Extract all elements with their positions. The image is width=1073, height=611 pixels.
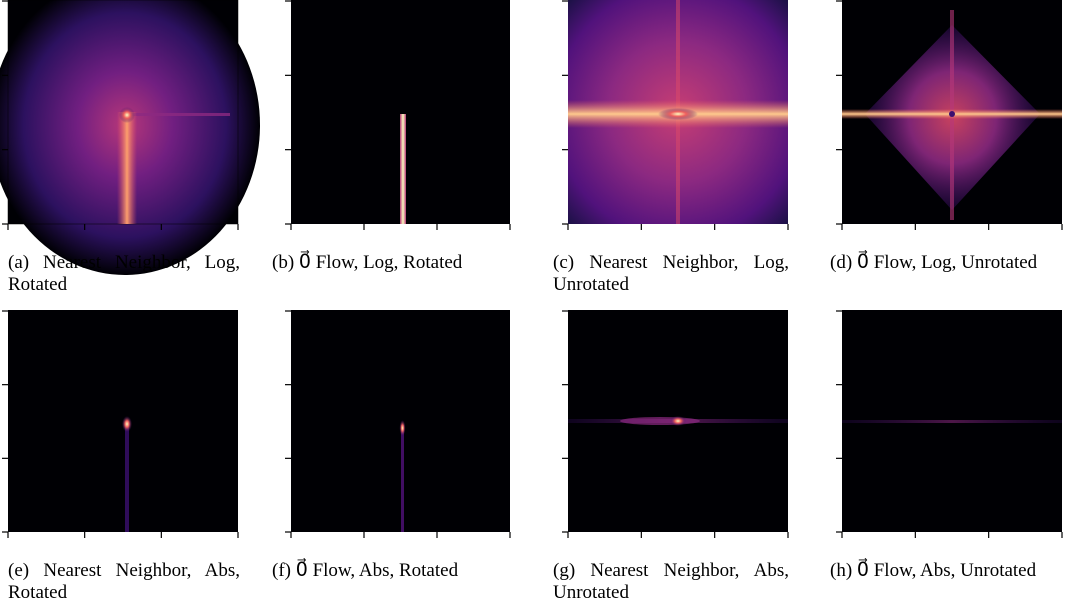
caption: (b) 0⃗ Flow, Log, Rotated: [272, 252, 463, 273]
caption: (g) Nearest Neighbor, Abs, Unrotated: [553, 560, 789, 603]
caption: (d) 0⃗ Flow, Log, Unrotated: [830, 252, 1038, 273]
panel-d: [842, 0, 1062, 224]
panel-b: [291, 0, 510, 224]
caption: (c) Nearest Neighbor, Log, Unrotated: [553, 252, 789, 295]
panel-c: [568, 0, 788, 224]
caption: (a) Nearest Neighbor, Log, Rotated: [8, 252, 240, 295]
caption: (h) 0⃗ Flow, Abs, Unrotated: [830, 560, 1037, 581]
axis-ticks: [2, 0, 1063, 538]
panel-g: [568, 310, 788, 532]
panel-f: [291, 310, 510, 532]
panel-a: [0, 0, 260, 275]
panel-e: [8, 310, 238, 532]
panel-h: [842, 310, 1062, 532]
caption: (e) Nearest Neighbor, Abs, Rotated: [8, 560, 240, 603]
caption: (f) 0⃗ Flow, Abs, Rotated: [272, 560, 459, 581]
